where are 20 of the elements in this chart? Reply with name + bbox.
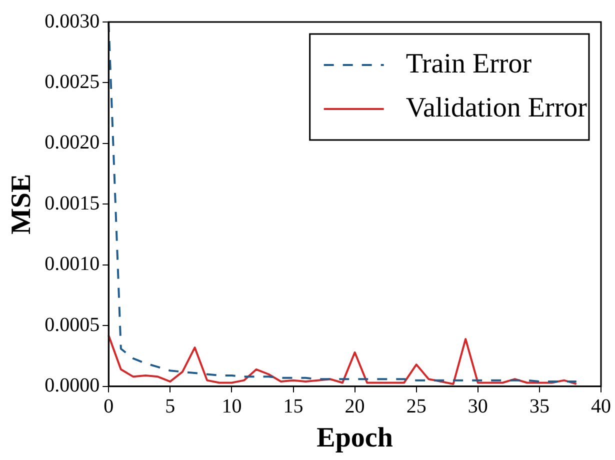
y-tick-label: 0.0015 (44, 192, 100, 214)
x-tick-label: 15 (283, 396, 304, 418)
x-axis-title: Epoch (316, 422, 394, 454)
y-tick-label: 0.0010 (44, 253, 100, 276)
y-tick-label: 0.0025 (44, 70, 100, 93)
legend-label: Validation Error (406, 92, 588, 124)
x-tick-label: 20 (344, 396, 365, 418)
y-tick-label: 0.0005 (44, 314, 100, 336)
x-tick-label: 40 (591, 396, 611, 418)
x-tick-label: 5 (165, 396, 176, 418)
x-tick-label: 35 (529, 396, 550, 418)
legend-label: Train Error (406, 48, 532, 80)
y-tick-label: 0.0030 (44, 10, 100, 32)
x-tick-label: 10 (222, 396, 242, 418)
x-tick-label: 25 (406, 396, 426, 418)
y-tick-label: 0.0020 (44, 132, 100, 154)
y-axis-title: MSE (6, 174, 38, 235)
y-tick-label: 0.0000 (44, 374, 100, 397)
x-tick-label: 0 (104, 396, 114, 418)
x-tick-label: 30 (468, 396, 488, 418)
